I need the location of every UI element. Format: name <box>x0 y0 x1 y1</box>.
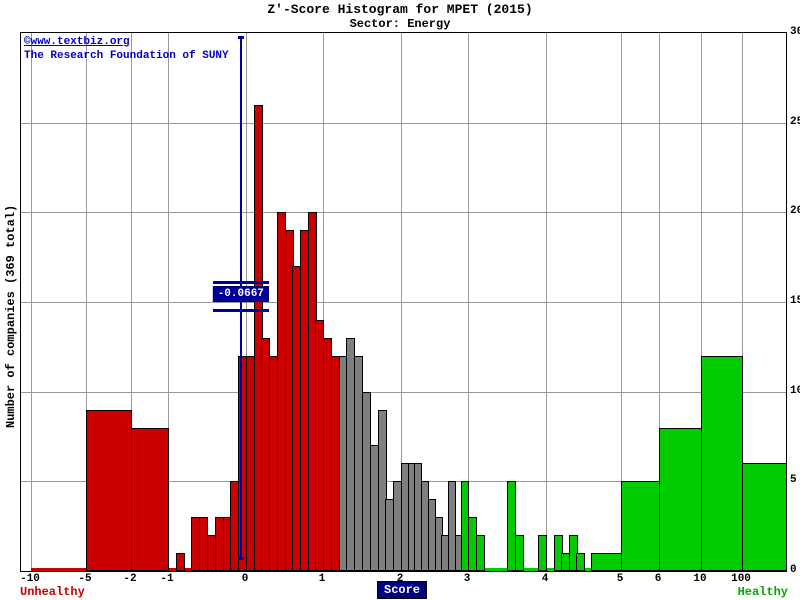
histogram-bar <box>176 553 185 571</box>
y-axis-label: Number of companies (369 total) <box>4 204 18 428</box>
y-gridline <box>21 302 786 303</box>
y-tick-label: 10 <box>790 384 800 397</box>
chart-subtitle: Sector: Energy <box>349 17 451 31</box>
histogram-bar <box>86 410 132 571</box>
y-tick-label: 25 <box>790 115 800 128</box>
x-tick-label: 6 <box>654 573 662 585</box>
x-tick-label: -10 <box>20 573 40 585</box>
watermark: ©www.textbiz.org The Research Foundation… <box>24 35 229 63</box>
y-gridline <box>21 123 786 124</box>
histogram-bar <box>476 535 485 571</box>
x-tick-label: 2 <box>396 573 404 585</box>
y-tick-label: 30 <box>790 26 800 38</box>
x-tick-label: -1 <box>160 573 174 585</box>
watermark-link[interactable]: ©www.textbiz.org <box>24 36 130 48</box>
histogram-bar <box>591 553 622 571</box>
x-tick-label: 1 <box>318 573 326 585</box>
x-tick-label: -2 <box>123 573 137 585</box>
score-marker-lower-tick <box>212 309 269 312</box>
y-tick-label: 20 <box>790 205 800 218</box>
x-tick-label: 3 <box>463 573 471 585</box>
histogram-bar <box>621 481 660 571</box>
watermark-org: The Research Foundation of SUNY <box>24 50 229 62</box>
y-gridline <box>21 212 786 213</box>
y-tick-label: 0 <box>790 564 797 576</box>
histogram-bar <box>538 535 547 571</box>
x-axis-label: Score <box>376 581 428 599</box>
x-tick-label: 100 <box>731 573 751 585</box>
histogram-bar <box>378 410 387 571</box>
x-tick-label: 4 <box>541 573 549 585</box>
histogram-bar <box>515 535 524 571</box>
score-marker-label: -0.0667 <box>212 286 269 302</box>
x-tick-label: -5 <box>78 573 92 585</box>
x-tick-label: 5 <box>616 573 624 585</box>
histogram-bar <box>507 481 516 571</box>
histogram-bar <box>448 481 456 571</box>
x-tick-label: 0 <box>241 573 249 585</box>
score-marker-upper-tick <box>212 281 269 284</box>
histogram-bar <box>576 553 585 571</box>
unhealthy-zone-label: Unhealthy <box>20 585 85 599</box>
chart-title: Z'-Score Histogram for MPET (2015) <box>267 2 533 17</box>
histogram-bar <box>742 463 787 571</box>
histogram-bar <box>131 428 169 571</box>
histogram-bar <box>659 428 702 571</box>
plot-area: -0.0667 <box>20 32 787 572</box>
y-tick-label: 5 <box>790 474 797 487</box>
score-marker-bottom-cap <box>237 557 244 560</box>
y-gridline <box>21 392 786 393</box>
y-tick-label: 15 <box>790 295 800 307</box>
x-tick-label: 10 <box>693 573 707 585</box>
histogram-bar <box>701 356 743 571</box>
healthy-zone-label: Healthy <box>737 585 788 599</box>
score-marker-top-cap <box>237 36 244 39</box>
